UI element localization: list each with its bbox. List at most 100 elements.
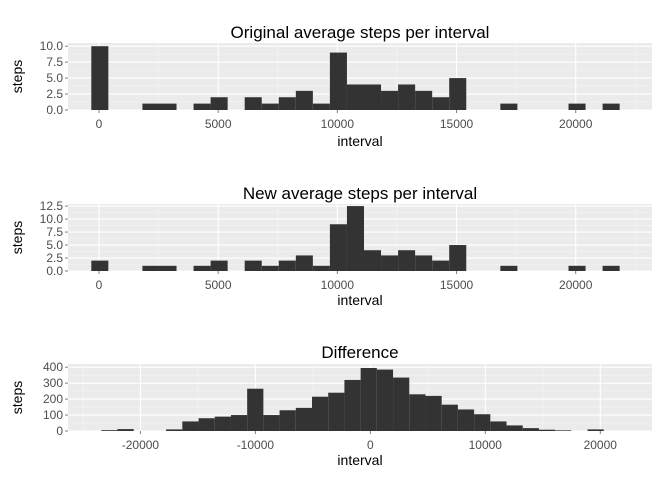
histogram-bar [522, 428, 539, 431]
histogram-bar [210, 97, 228, 110]
histogram-bar [568, 103, 586, 110]
histogram-bar [312, 265, 330, 271]
chart-panel-2: 0 5000 10000 15000 20000 0.02.55.07.510.012.5… [9, 184, 652, 308]
histogram-bar [346, 84, 364, 110]
histogram-bar [449, 78, 467, 110]
histogram-bar [279, 410, 296, 431]
x-tick-label: 0 [96, 278, 103, 292]
histogram-bar [182, 421, 199, 431]
histogram-bar [398, 84, 416, 110]
x-axis-title: interval [337, 452, 382, 468]
y-tick-label: 5.0 [46, 238, 63, 252]
histogram-bar [393, 377, 410, 431]
histogram-bar [117, 429, 134, 431]
y-tick-label: 0.0 [46, 264, 63, 278]
histogram-bar [381, 255, 399, 271]
histogram-bar [261, 103, 279, 110]
chart-title: Original average steps per interval [231, 23, 490, 42]
y-tick-label: 7.5 [46, 225, 63, 239]
histogram-bar [363, 250, 382, 271]
x-tick-label: -20000 [122, 438, 160, 452]
histogram-bar [555, 430, 572, 431]
histogram-bar [587, 429, 604, 431]
histogram-bar [159, 265, 177, 271]
y-tick-label: 10.0 [40, 212, 64, 226]
histogram-bar [295, 407, 313, 431]
histogram-bar [263, 415, 280, 431]
x-tick-label: 10000 [321, 117, 355, 131]
x-tick-label: 10000 [321, 278, 355, 292]
x-tick-label: 0 [367, 438, 374, 452]
histogram-bar [193, 265, 211, 271]
histogram-bar [568, 265, 586, 271]
histogram-bar [278, 97, 296, 110]
histogram-bar [344, 379, 361, 431]
histogram-bar [328, 392, 345, 431]
y-tick-label: 400 [43, 360, 63, 374]
x-tick-label: 15000 [440, 117, 474, 131]
histogram-bar [538, 429, 556, 431]
histogram-bar [425, 395, 442, 431]
x-tick-label: 20000 [559, 117, 593, 131]
histogram-bar [441, 404, 458, 431]
x-tick-label: 5000 [205, 278, 232, 292]
x-tick-label: 5000 [205, 117, 232, 131]
histogram-bar [166, 429, 183, 431]
y-tick-label: 300 [43, 376, 63, 390]
histogram-bar [506, 425, 523, 431]
histogram-bar [91, 260, 109, 271]
histogram-bar [244, 260, 262, 271]
histogram-bar [474, 414, 491, 431]
histogram-bar [500, 103, 518, 110]
histogram-bar [415, 255, 433, 271]
y-tick-label: 7.5 [46, 55, 63, 69]
histogram-bar [247, 388, 264, 431]
histogram-bar [490, 421, 507, 431]
histogram-bar [449, 245, 467, 271]
histogram-bar [432, 97, 450, 110]
histogram-bar [500, 265, 518, 271]
x-axis-title: interval [337, 133, 382, 149]
histogram-bar [159, 103, 177, 110]
y-tick-label: 12.5 [40, 199, 64, 213]
x-tick-label: 20000 [584, 438, 618, 452]
chart-panel-1: 0 5000 10000 15000 20000 0.0 2.5 5.0 7.5 10.0 Orig… [9, 23, 652, 149]
histogram-bar [346, 206, 364, 271]
histogram-bar [602, 103, 620, 110]
histogram-bar [329, 224, 347, 271]
histogram-bar [360, 367, 377, 431]
histogram-bar [415, 90, 433, 110]
y-tick-label: 5.0 [46, 71, 63, 85]
x-tick-label: 20000 [559, 278, 593, 292]
y-tick-label: 2.5 [46, 251, 63, 265]
chart-panel-3: -20000 -10000 0 10000 20000 0 100 200 300 400 Diff… [9, 343, 652, 468]
x-tick-label: 0 [96, 117, 103, 131]
histogram-bar [398, 250, 416, 271]
histogram-bar [312, 396, 329, 431]
histogram-bar [381, 90, 399, 110]
histogram-bar [432, 260, 450, 271]
y-axis-title: steps [9, 221, 25, 254]
histogram-bar [376, 369, 394, 431]
histogram-bar [198, 418, 215, 431]
histogram-bar [295, 255, 313, 271]
histogram-bar [363, 84, 382, 110]
y-axis-title: steps [9, 60, 25, 93]
chart-title: New average steps per interval [243, 184, 477, 203]
histogram-bar [193, 103, 211, 110]
histogram-bar [312, 103, 330, 110]
x-tick-label: 15000 [440, 278, 474, 292]
histogram-bar [142, 103, 160, 110]
x-tick-label: -10000 [237, 438, 275, 452]
x-axis-title: interval [337, 292, 382, 308]
y-tick-label: 2.5 [46, 87, 63, 101]
histogram-bar [261, 265, 279, 271]
histogram-bar [214, 416, 231, 431]
chart-title: Difference [321, 343, 398, 362]
x-tick-label: 10000 [469, 438, 503, 452]
y-tick-label: 10.0 [40, 39, 64, 53]
histogram-bar [101, 430, 118, 431]
histogram-bar [244, 97, 262, 110]
y-tick-label: 100 [43, 408, 63, 422]
